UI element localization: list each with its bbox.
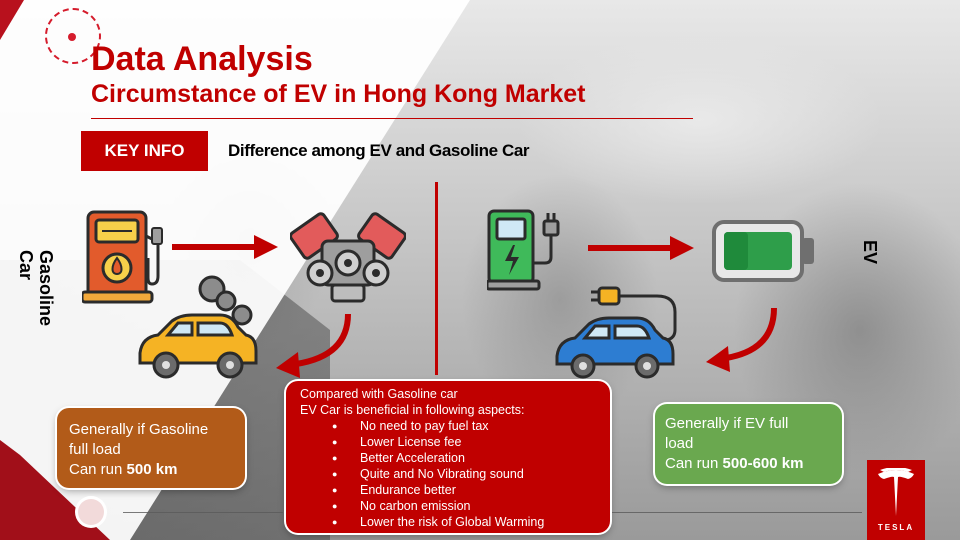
arrow-battery-to-car [706,307,777,372]
ev-charger-icon [487,209,560,291]
benefit-item: Better Acceleration [332,450,596,466]
ev-range-value: 500-600 km [722,455,804,472]
comparison-box: Compared with Gasoline car EV Car is ben… [286,381,610,533]
decorative-dot [68,33,76,41]
decorative-dashed-circle [45,8,101,64]
decorative-pink-circle [78,499,104,525]
fuel-pump-icon [82,210,163,304]
page-subtitle: Circumstance of EV in Hong Kong Market [91,80,586,108]
gasoline-box-line3: Can run 500 km [69,460,233,480]
arrow-pump-to-engine [172,235,278,259]
title-underline [91,118,693,119]
tesla-logo-icon [878,468,914,516]
page-title: Data Analysis [91,40,313,78]
key-info-heading: Difference among EV and Gasoline Car [228,141,530,160]
ev-box-line2: load [665,435,694,452]
gasoline-box-line1: Generally if Gasoline [69,421,209,438]
smoke-car-icon [138,275,258,379]
engine-icon [290,212,406,303]
benefit-item: Endurance better [332,482,596,498]
ev-box-line1: Generally if EV full [665,415,789,432]
ev-label: EV [860,240,880,265]
arrow-charger-to-battery [588,236,694,260]
ev-box-prefix: Can run [665,455,723,472]
benefit-item: Lower License fee [332,434,596,450]
key-info-badge: KEY INFO [81,131,208,171]
battery-icon [712,220,814,282]
ev-box-line3: Can run 500-600 km [665,454,832,474]
tesla-logo: TESLA [867,460,925,540]
benefit-item: No carbon emission [332,498,596,514]
gasoline-range-value: 500 km [126,461,178,478]
tesla-wordmark: TESLA [877,523,915,532]
gasoline-box-line2: full load [69,441,121,458]
gasoline-car-label: Gasoline Car [16,250,56,327]
benefit-item: Lower the risk of Global Warming [332,514,596,530]
gasoline-range-box: Generally if Gasoline full load Can run … [57,408,245,488]
electric-car-icon [555,286,677,379]
benefit-item: Quite and No Vibrating sound [332,466,596,482]
arrow-engine-to-car [276,313,351,378]
decorative-line-right [612,512,862,513]
benefit-item: No need to pay fuel tax [332,418,596,434]
decorative-line-left [123,512,283,513]
benefit-list: No need to pay fuel tax Lower License fe… [300,418,596,530]
comparison-intro-2: EV Car is beneficial in following aspect… [300,403,525,417]
comparison-intro-1: Compared with Gasoline car [300,387,458,401]
ev-range-box: Generally if EV full load Can run 500-60… [655,404,842,484]
gasoline-box-prefix: Can run [69,461,127,478]
center-divider [435,182,438,375]
